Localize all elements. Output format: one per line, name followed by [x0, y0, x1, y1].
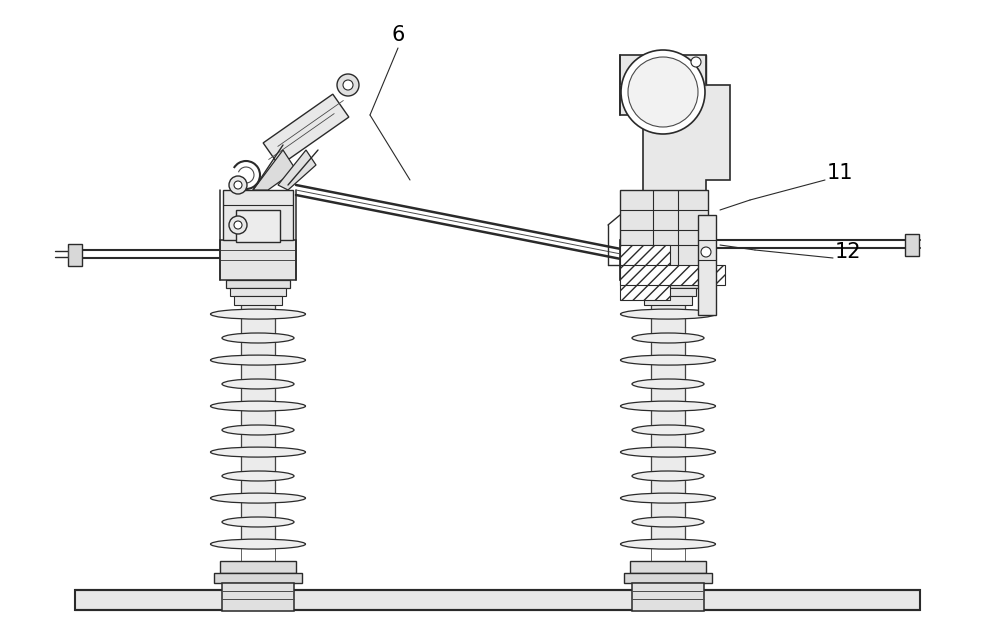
Ellipse shape [620, 539, 716, 549]
Bar [905, 234, 919, 256]
Bar [234, 296, 282, 305]
Ellipse shape [620, 309, 716, 319]
Bar [223, 190, 293, 240]
Text: 12: 12 [835, 242, 861, 262]
Circle shape [234, 181, 242, 189]
Bar [620, 265, 725, 285]
Ellipse shape [222, 379, 294, 389]
Bar [220, 240, 296, 280]
Ellipse shape [210, 309, 306, 319]
Circle shape [701, 247, 711, 257]
Bar [226, 280, 290, 288]
Bar [620, 190, 708, 280]
Ellipse shape [632, 333, 704, 343]
Bar [214, 573, 302, 583]
Bar [236, 210, 280, 242]
Circle shape [691, 57, 701, 67]
Ellipse shape [632, 425, 704, 435]
Polygon shape [620, 55, 730, 280]
Ellipse shape [620, 401, 716, 411]
Ellipse shape [222, 517, 294, 527]
Bar [630, 561, 706, 573]
Bar [222, 583, 294, 611]
Bar [220, 561, 296, 573]
Bar [75, 590, 920, 610]
Polygon shape [278, 150, 316, 190]
Text: 6: 6 [391, 25, 405, 45]
Circle shape [229, 216, 247, 234]
Ellipse shape [620, 447, 716, 457]
Ellipse shape [620, 355, 716, 365]
Bar [230, 288, 286, 296]
Ellipse shape [620, 493, 716, 503]
Ellipse shape [210, 539, 306, 549]
Bar [644, 296, 692, 305]
Polygon shape [263, 94, 349, 166]
Bar [68, 244, 82, 266]
Bar [636, 280, 700, 288]
Bar [632, 583, 704, 611]
Ellipse shape [632, 471, 704, 481]
Circle shape [621, 50, 705, 134]
Ellipse shape [210, 355, 306, 365]
Polygon shape [253, 150, 296, 190]
Ellipse shape [222, 333, 294, 343]
Ellipse shape [210, 493, 306, 503]
Text: 11: 11 [827, 163, 853, 183]
Circle shape [337, 74, 359, 96]
Bar [624, 573, 712, 583]
Bar [698, 215, 716, 315]
Ellipse shape [632, 517, 704, 527]
Bar [640, 288, 696, 296]
Ellipse shape [222, 425, 294, 435]
Ellipse shape [210, 447, 306, 457]
Ellipse shape [210, 401, 306, 411]
Bar [651, 280, 685, 540]
Bar [620, 245, 670, 300]
Ellipse shape [632, 379, 704, 389]
Ellipse shape [222, 471, 294, 481]
Circle shape [234, 221, 242, 229]
Circle shape [229, 176, 247, 194]
Circle shape [343, 80, 353, 90]
Circle shape [628, 57, 698, 127]
Bar [241, 280, 275, 540]
